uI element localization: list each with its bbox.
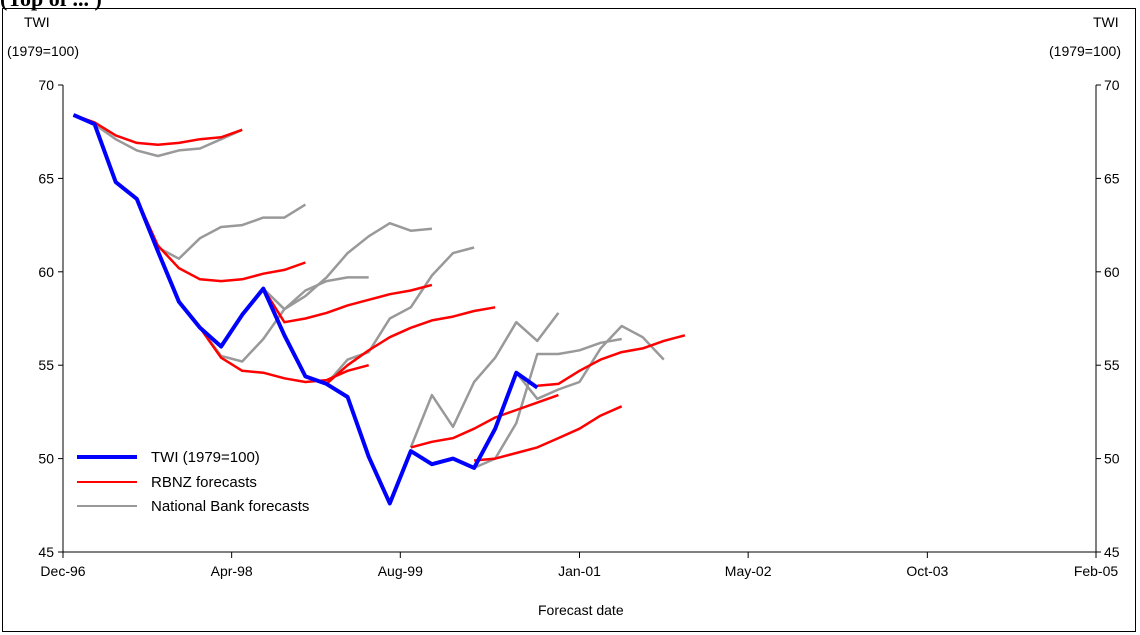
right-y-tick-label: 65 [1104,170,1120,186]
left-axis-title-line2: (1979=100) [7,43,79,59]
page-title: (Top of ... ) [0,0,102,12]
right-y-tick-label: 55 [1104,357,1120,373]
legend: TWI (1979=100) RBNZ forecasts National B… [77,449,309,515]
left-y-tick-label: 60 [38,264,54,280]
national-bank-forecast-line-1 [72,113,243,158]
national-bank-forecast-line-2 [135,198,307,260]
national-bank-forecast-line-7 [473,337,622,470]
left-y-tick-label: 50 [38,451,54,467]
twi-forecast-chart: 45 45 50 50 55 55 60 60 65 65 70 70 Dec-96 Apr-98 Aug-… [7,14,1121,618]
national-bank-forecast-line-5 [325,246,475,385]
rbnz-forecast-line-1 [73,113,243,147]
x-tick-label: Feb-05 [1074,563,1119,579]
right-y-tick-label: 45 [1104,544,1120,560]
x-tick-label: Dec-96 [40,563,85,579]
left-axis-title-line1: TWI [24,14,50,30]
national-bank-forecast-line-4 [262,221,433,311]
left-y-tick-label: 45 [38,544,54,560]
axes-layer: 45 45 50 50 55 55 60 60 65 65 70 70 Dec-96 Apr-98 Aug-… [38,77,1119,579]
right-axis-title-line1: TWI [1093,14,1119,30]
rbnz-forecast-line-3 [198,327,370,384]
rbnz-forecast-line-6 [410,393,559,449]
national-bank-forecast-line-6 [409,312,560,448]
left-y-tick-label: 65 [38,170,54,186]
twi-actual-line [72,113,539,506]
right-y-tick-label: 60 [1104,264,1120,280]
x-tick-label: May-02 [725,563,772,579]
x-tick-label: Apr-98 [211,563,253,579]
legend-label-rbnz: RBNZ forecasts [151,474,257,491]
left-y-tick-label: 55 [38,357,54,373]
rbnz-forecast-line-2 [135,198,306,283]
x-tick-label: Aug-99 [378,563,423,579]
right-y-tick-label: 70 [1104,77,1120,93]
rbnz-forecast-line-5 [325,306,496,385]
x-tick-label: Oct-03 [906,563,948,579]
x-axis-title: Forecast date [538,602,624,618]
legend-label-national-bank: National Bank forecasts [151,498,309,515]
right-y-tick-label: 50 [1104,451,1120,467]
rbnz-forecast-line-8 [537,334,686,387]
chart-frame: 45 45 50 50 55 55 60 60 65 65 70 70 Dec-96 Apr-98 Aug-… [2,8,1136,632]
rbnz-forecast-line-4 [262,283,433,324]
national-bank-forecast-line-8 [515,324,665,401]
rbnz-forecast-line-7 [473,405,623,462]
x-tick-label: Jan-01 [558,563,601,579]
left-y-tick-label: 70 [38,77,54,93]
legend-label-twi: TWI (1979=100) [151,449,260,466]
series-layer [72,113,686,506]
right-axis-title-line2: (1979=100) [1049,43,1121,59]
national-bank-forecast-line-3 [199,276,369,363]
